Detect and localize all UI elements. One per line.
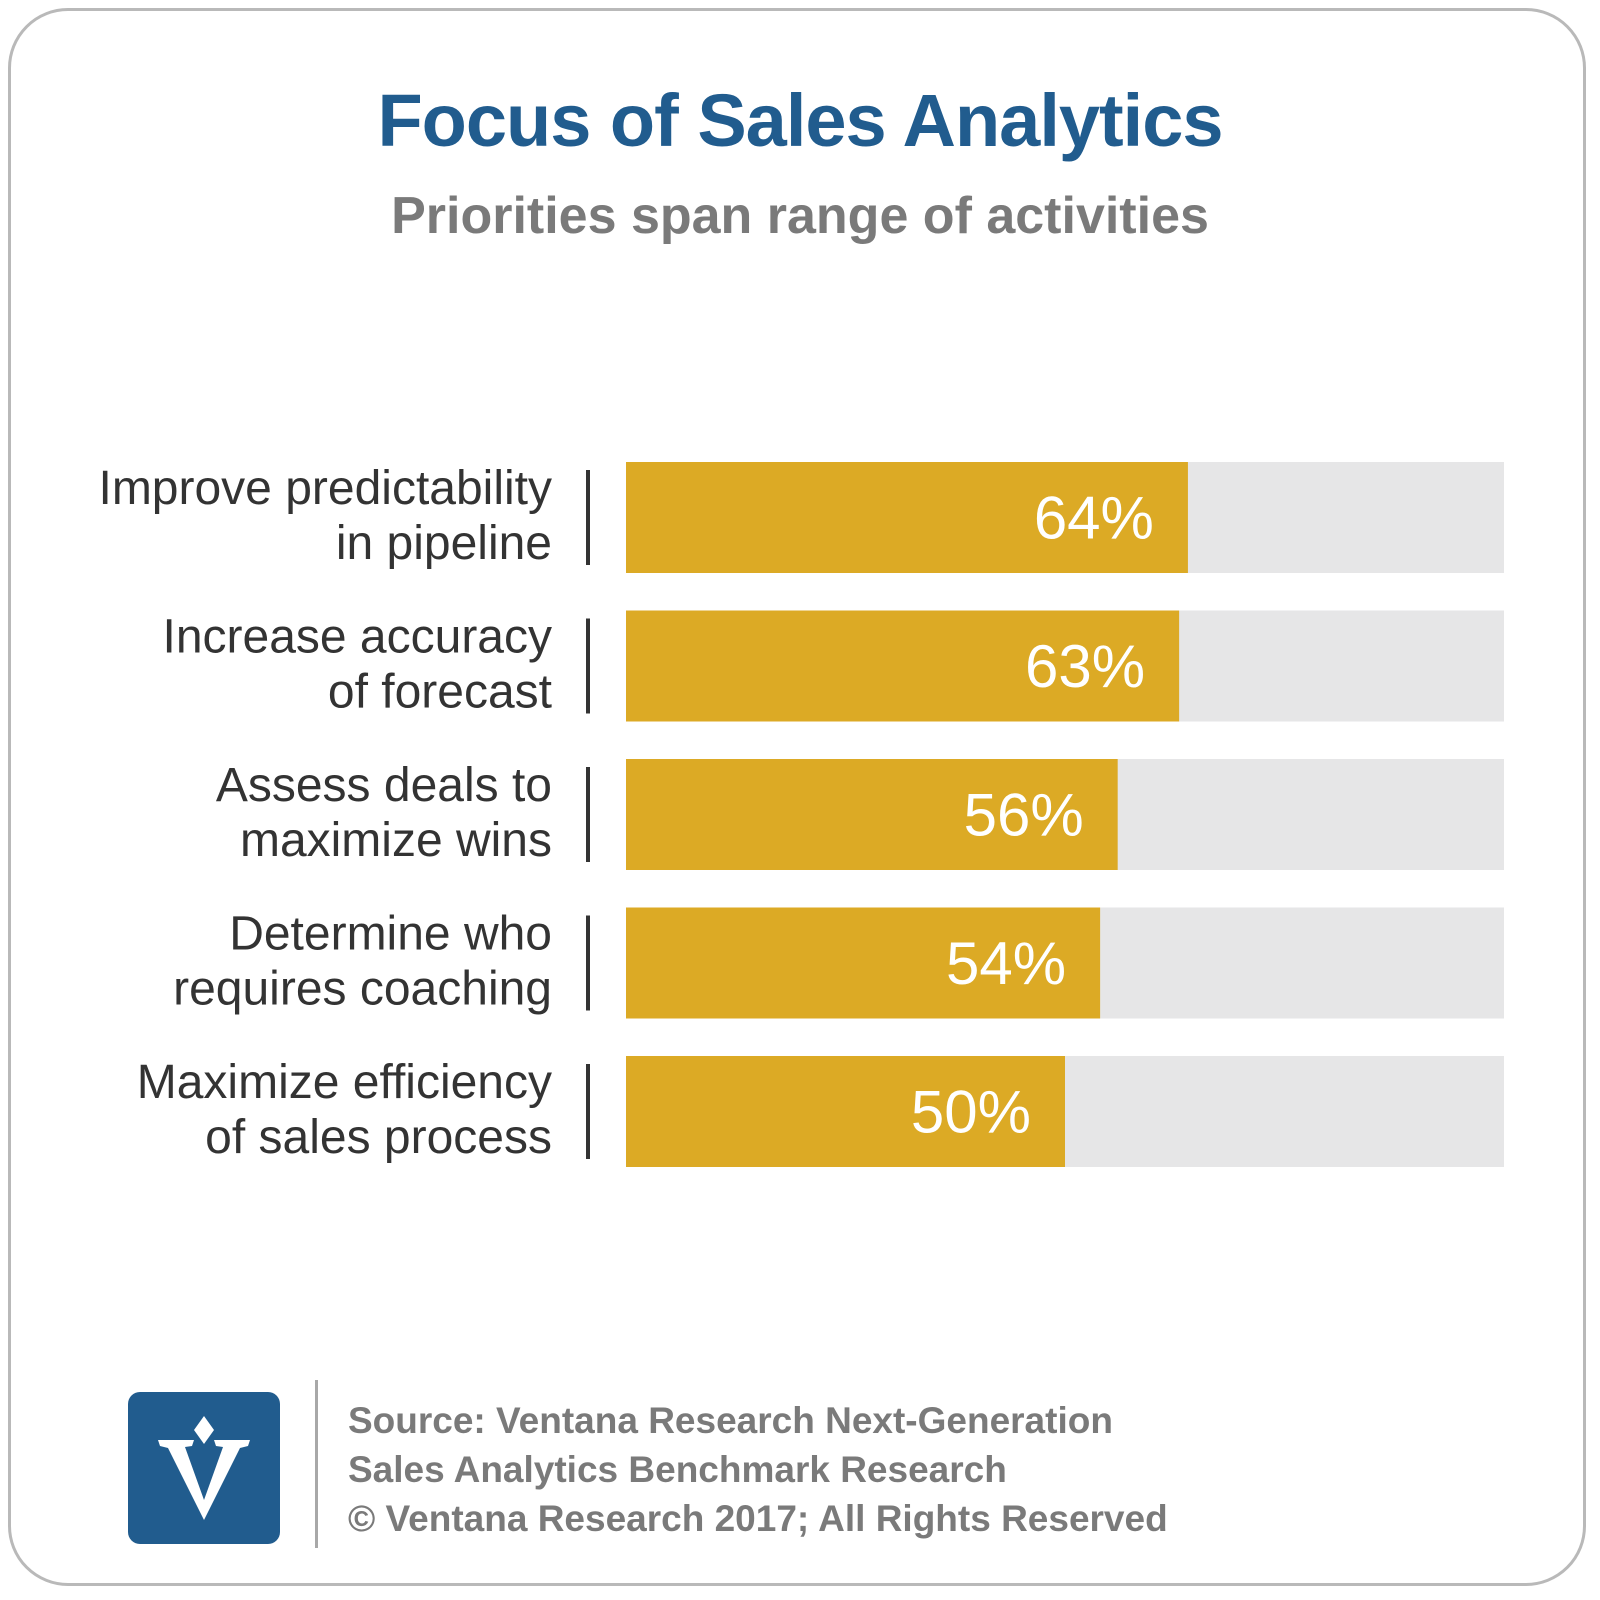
category-label: Increase accuracy — [162, 611, 552, 664]
copyright-line: © Ventana Research 2017; All Rights Rese… — [348, 1498, 1168, 1539]
category-label: of sales process — [205, 1111, 552, 1164]
bar — [626, 610, 1180, 722]
source-line: Source: Ventana Research Next-Generation — [348, 1400, 1113, 1441]
category-label: Assess deals to — [216, 759, 552, 812]
source-note: Source: Ventana Research Next-Generation… — [348, 1396, 1498, 1543]
category-divider — [586, 618, 590, 714]
source-line: Sales Analytics Benchmark Research — [348, 1449, 1007, 1490]
category-label: maximize wins — [240, 814, 552, 867]
category-divider — [586, 470, 590, 565]
bar — [626, 462, 1188, 573]
footer-divider — [315, 1380, 318, 1548]
category-label: of forecast — [328, 666, 552, 719]
category-label: Determine who — [229, 908, 552, 961]
value-label: 64% — [1034, 485, 1154, 552]
category-divider — [586, 915, 590, 1011]
bar — [626, 907, 1101, 1019]
ventana-logo-icon — [128, 1392, 280, 1544]
bar — [626, 759, 1118, 870]
category-label: Improve predictability — [98, 462, 552, 515]
category-label: requires coaching — [173, 963, 552, 1016]
bar — [626, 1056, 1065, 1167]
category-label: in pipeline — [336, 517, 552, 570]
value-label: 63% — [1025, 633, 1145, 700]
value-label: 54% — [946, 930, 1066, 997]
category-label: Maximize efficiency — [137, 1056, 552, 1109]
value-label: 50% — [911, 1079, 1031, 1146]
category-divider — [586, 767, 590, 862]
chart-title: Focus of Sales Analytics — [377, 79, 1223, 162]
value-label: 56% — [964, 782, 1084, 849]
category-divider — [586, 1064, 590, 1159]
chart-subtitle: Priorities span range of activities — [391, 187, 1209, 245]
